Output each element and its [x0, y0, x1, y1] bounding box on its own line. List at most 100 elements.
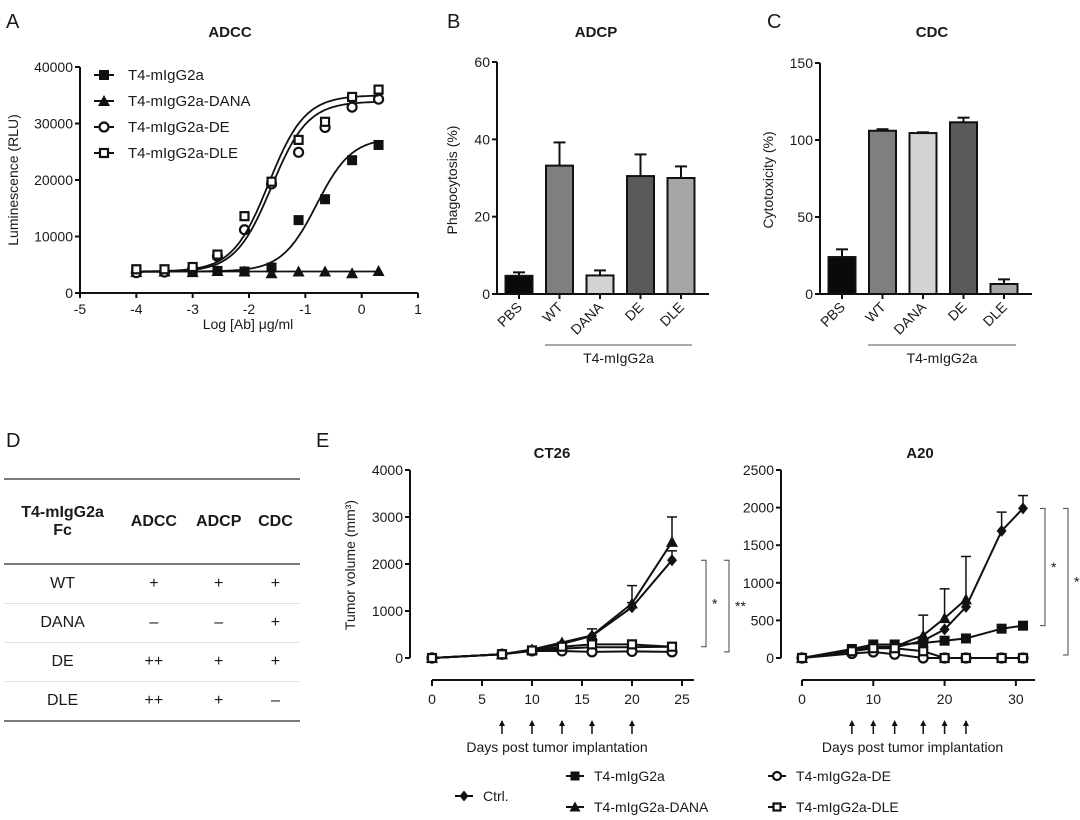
y-tick-label: 2500 — [743, 462, 774, 478]
open-square-marker — [293, 134, 304, 145]
x-tick-label: 1 — [414, 301, 422, 317]
diamond-marker — [1018, 502, 1028, 515]
data-point — [626, 597, 638, 609]
open-circle-marker — [292, 146, 305, 158]
y-tick-label: 40000 — [34, 59, 73, 75]
bar-PBS — [504, 274, 534, 295]
open-circle-marker — [372, 93, 385, 105]
open-square-marker — [496, 649, 508, 660]
x-tick-label: 5 — [478, 691, 486, 707]
chart-title: ADCP — [575, 24, 618, 41]
data-point — [1018, 502, 1028, 515]
data-point — [320, 194, 331, 205]
table-header-adcp: ADCP — [186, 478, 251, 565]
x-tick-label: DANA — [890, 298, 929, 337]
data-point — [586, 629, 598, 641]
cell-variant: DANA — [4, 603, 122, 643]
data-point — [889, 643, 900, 654]
data-point — [372, 93, 385, 105]
open-square-marker — [772, 802, 782, 812]
triangle-marker — [346, 267, 359, 279]
series-line-Ctrl. — [801, 507, 1024, 659]
data-point — [373, 139, 384, 150]
triangle-marker — [626, 597, 638, 609]
data-point — [1017, 652, 1029, 664]
x-tick-label: -5 — [74, 301, 87, 317]
y-tick-label: 10000 — [34, 229, 73, 245]
cell-adcc: ++ — [121, 681, 187, 722]
data-point — [211, 264, 224, 276]
triangle-marker — [372, 264, 385, 276]
x-tick-label: 30 — [1008, 691, 1024, 707]
diamond-marker — [939, 623, 950, 636]
cell-variant: WT — [4, 564, 122, 604]
cell-cdc: + — [250, 564, 300, 604]
x-axis-label: Log [Ab] μg/ml — [203, 316, 294, 332]
x-tick-label: DLE — [657, 299, 688, 330]
bar-DANA — [585, 274, 615, 296]
y-tick-label: 0 — [482, 286, 490, 302]
open-square-marker — [266, 176, 277, 187]
legend-label: T4-mIgG2a-DANA — [128, 93, 251, 110]
x-tick-label: 0 — [428, 691, 436, 707]
cell-cdc: – — [250, 681, 300, 722]
data-point — [996, 623, 1007, 634]
group-label: T4-mIgG2a — [583, 350, 654, 366]
y-tick-label: 0 — [65, 285, 73, 301]
legend-label: T4-mIgG2a — [128, 67, 205, 84]
legend-label: T4-mIgG2a-DLE — [128, 145, 238, 162]
data-point — [939, 652, 950, 664]
legend-marker — [772, 802, 782, 812]
x-tick-label: 0 — [358, 301, 366, 317]
x-tick-label: WT — [539, 298, 566, 325]
table-header-row: T4-mIgG2a Fc ADCC ADCP CDC — [4, 478, 300, 565]
y-tick-label: 0 — [805, 286, 813, 302]
x-tick-label: -2 — [243, 301, 256, 317]
x-tick-label: 10 — [866, 691, 882, 707]
open-circle-marker — [771, 770, 783, 782]
data-point — [960, 633, 971, 644]
significance-label: ** — [735, 598, 746, 614]
bar-PBS — [827, 256, 857, 296]
table-row: DANA – – + — [4, 603, 300, 643]
y-tick-label: 0 — [766, 650, 774, 666]
x-tick-label: -4 — [130, 301, 143, 317]
y-axis-label: Phagocytosis (%) — [444, 126, 460, 235]
data-point — [238, 265, 251, 277]
legend-marker — [569, 801, 581, 812]
data-point — [292, 265, 305, 277]
y-tick-label: 1000 — [743, 575, 774, 591]
open-circle-marker — [346, 101, 358, 113]
panel-label-B: B — [447, 11, 460, 33]
table-row: DLE ++ + – — [4, 681, 300, 722]
data-point — [939, 623, 950, 636]
data-point — [265, 267, 278, 279]
data-point — [666, 641, 678, 652]
square-marker — [293, 215, 304, 226]
chart-title: ADCC — [208, 24, 251, 41]
legend-label: T4-mIgG2a-DLE — [796, 799, 899, 815]
open-square-marker — [159, 264, 170, 275]
square-marker — [373, 139, 384, 150]
legend-marker — [98, 121, 110, 133]
dosing-arrow-icon — [629, 720, 635, 726]
open-square-marker — [426, 652, 438, 664]
data-point — [667, 554, 677, 567]
y-tick-label: 20 — [474, 209, 490, 225]
open-square-marker — [526, 645, 538, 656]
triangle-marker — [586, 629, 598, 641]
y-tick-label: 500 — [751, 612, 775, 628]
data-point — [626, 639, 638, 650]
dosing-arrow-icon — [920, 720, 927, 726]
y-tick-label: 40 — [474, 131, 490, 147]
significance-label: ** — [1074, 574, 1080, 590]
cell-cdc: + — [250, 642, 300, 682]
legend-label: T4-mIgG2a-DANA — [594, 799, 709, 815]
data-point — [959, 593, 972, 605]
y-tick-label: 1000 — [372, 603, 403, 619]
significance-label: * — [1051, 559, 1057, 575]
data-point — [1018, 620, 1028, 631]
data-point — [918, 637, 929, 648]
cell-adcp: – — [186, 603, 251, 643]
